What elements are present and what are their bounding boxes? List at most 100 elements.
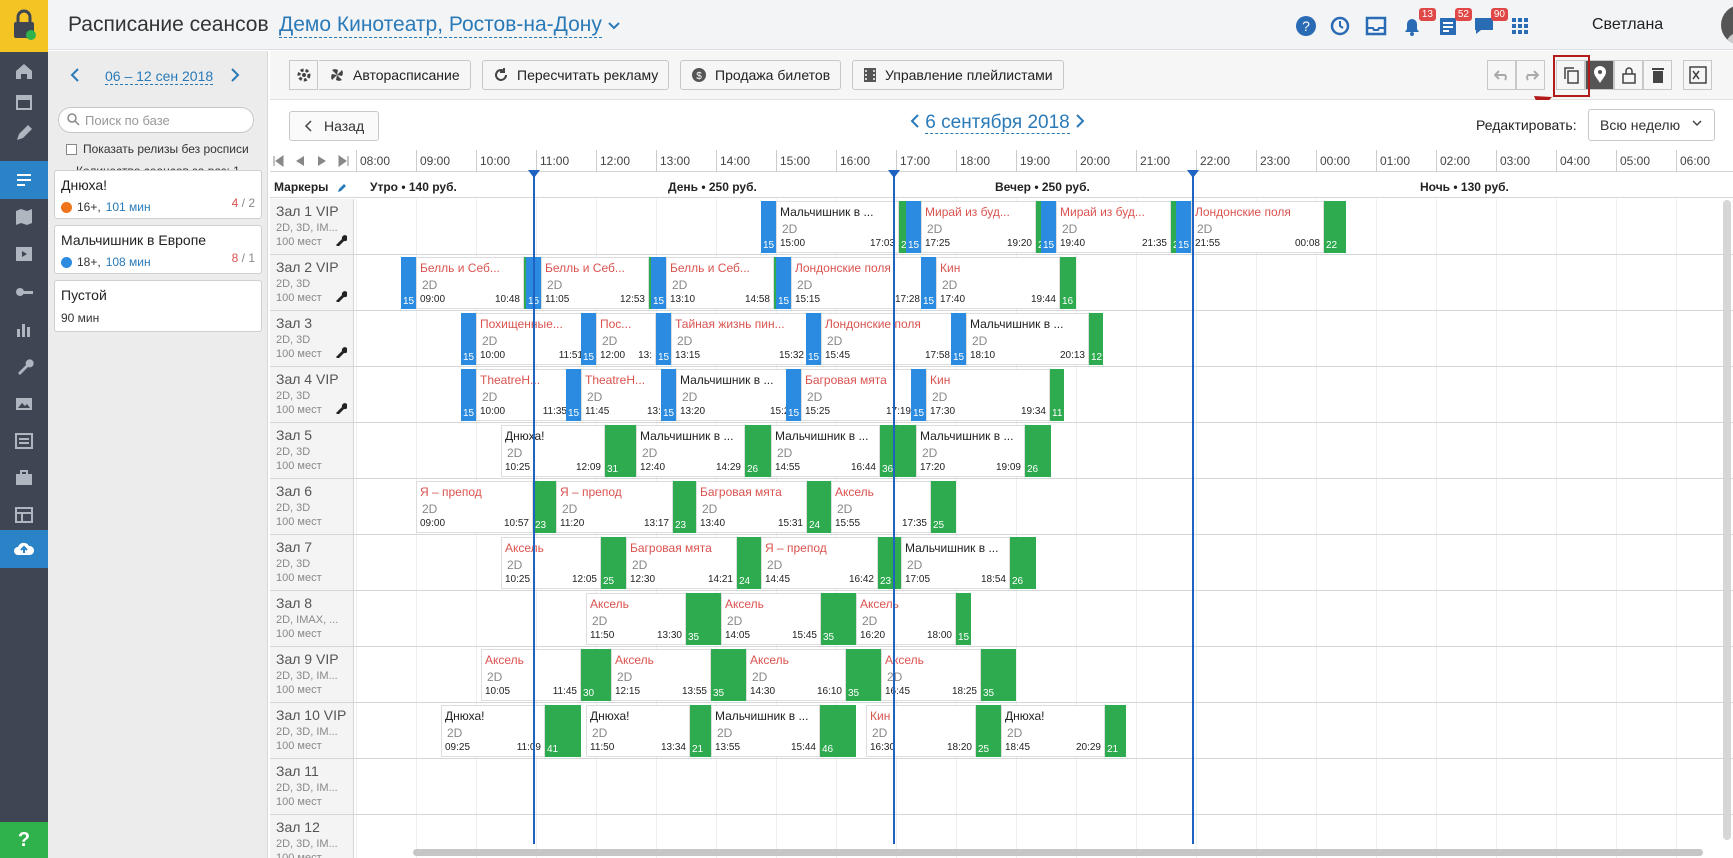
- session-block[interactable]: Аксель 2D 10:25 12:05: [501, 537, 601, 589]
- session-block[interactable]: Мальчишник в ... 2D 13:20 15:23: [676, 369, 799, 421]
- ad-block[interactable]: 15: [921, 257, 936, 309]
- list-icon[interactable]: [10, 427, 38, 455]
- checkbox[interactable]: [66, 143, 77, 155]
- ad-block[interactable]: 15: [786, 369, 801, 421]
- session-block[interactable]: Мирай из буд... 2D 17:25 19:20: [921, 201, 1036, 253]
- cleanup-block[interactable]: 41: [545, 705, 581, 757]
- ad-block[interactable]: 15: [656, 313, 671, 365]
- cleanup-block[interactable]: 26: [1010, 537, 1036, 589]
- hall-label[interactable]: Зал 10 VIP 2D, 3D, IM... 100 мест: [270, 703, 354, 759]
- ad-block[interactable]: 15: [1041, 201, 1056, 253]
- hall-label[interactable]: Зал 5 2D, 3D 100 мест: [270, 423, 354, 479]
- ad-block[interactable]: 15: [951, 313, 966, 365]
- cleanup-block[interactable]: 31: [605, 425, 636, 477]
- cleanup-block[interactable]: 30: [581, 649, 611, 701]
- session-block[interactable]: Аксель 2D 15:55 17:35: [831, 481, 931, 533]
- last-icon[interactable]: [338, 155, 350, 170]
- session-block[interactable]: Днюха! 2D 09:25 11:09: [441, 705, 545, 757]
- help-icon[interactable]: ?: [0, 822, 48, 858]
- apps-grid-icon[interactable]: [1508, 14, 1532, 38]
- cleanup-block[interactable]: 23: [878, 537, 901, 589]
- session-block[interactable]: TheatreH... 2D 10:00 11:35: [476, 369, 571, 421]
- hall-label[interactable]: Зал 7 2D, 3D 100 мест: [270, 535, 354, 591]
- ad-block[interactable]: 15: [806, 313, 821, 365]
- lock-logo-icon[interactable]: [0, 0, 48, 52]
- cleanup-block[interactable]: 25: [976, 705, 1001, 757]
- session-block[interactable]: Мальчишник в ... 2D 17:20 19:09: [916, 425, 1025, 477]
- session-block[interactable]: Днюха! 2D 18:45 20:29: [1001, 705, 1105, 757]
- cleanup-block[interactable]: 35: [686, 593, 721, 645]
- session-block[interactable]: Я – препод 2D 09:00 10:57: [416, 481, 533, 533]
- session-block[interactable]: Аксель 2D 14:30 16:10: [746, 649, 846, 701]
- edit-scope-select[interactable]: Всю неделю: [1588, 109, 1715, 141]
- session-block[interactable]: Багровая мята 2D 13:40 15:31: [696, 481, 807, 533]
- user-name[interactable]: Светлана: [1592, 16, 1664, 33]
- cleanup-block[interactable]: 16: [1060, 257, 1076, 309]
- cleanup-block[interactable]: 35: [821, 593, 856, 645]
- cleanup-block[interactable]: 21: [690, 705, 711, 757]
- ad-block[interactable]: 15: [761, 201, 776, 253]
- session-block[interactable]: Кин 2D 16:30 18:20: [866, 705, 976, 757]
- session-block[interactable]: Мальчишник в ... 2D 17:05 18:54: [901, 537, 1010, 589]
- session-block[interactable]: Аксель 2D 14:05 15:45: [721, 593, 821, 645]
- session-block[interactable]: Мальчишник в ... 2D 13:55 15:44: [711, 705, 820, 757]
- ad-block[interactable]: 15: [1176, 201, 1191, 253]
- ticket-sales-button[interactable]: $ Продажа билетов: [680, 60, 842, 90]
- ad-block[interactable]: 15: [906, 201, 921, 253]
- vertical-scrollbar[interactable]: [1723, 200, 1731, 840]
- next-icon[interactable]: [316, 155, 328, 170]
- session-block[interactable]: Мальчишник в ... 2D 18:10 20:13: [966, 313, 1089, 365]
- settings-button[interactable]: [289, 60, 318, 90]
- cleanup-block[interactable]: 23: [533, 481, 556, 533]
- hall-label[interactable]: Зал 11 2D, 3D, IM... 100 мест: [270, 759, 354, 815]
- session-block[interactable]: Я – препод 2D 14:45 16:42: [761, 537, 878, 589]
- session-block[interactable]: Аксель 2D 16:45 18:25: [881, 649, 981, 701]
- session-block[interactable]: Мальчишник в ... 2D 15:00 17:03: [776, 201, 899, 253]
- cleanup-block[interactable]: 35: [981, 649, 1016, 701]
- session-block[interactable]: Кин 2D 17:40 19:44: [936, 257, 1060, 309]
- film-card[interactable]: Днюха! 16+, 101 мин 4 / 2: [54, 170, 262, 219]
- session-block[interactable]: Мальчишник в ... 2D 14:55 16:44: [771, 425, 880, 477]
- hall-label[interactable]: Зал 6 2D, 3D 100 мест: [270, 479, 354, 535]
- wrench-icon[interactable]: [335, 289, 348, 307]
- cinema-selector[interactable]: Демо Кинотеатр, Ростов-на-Дону: [279, 13, 602, 38]
- week-range[interactable]: 06 – 12 сен 2018: [105, 68, 214, 85]
- cleanup-block[interactable]: 21: [1105, 705, 1126, 757]
- messages-icon[interactable]: 90: [1472, 8, 1508, 38]
- wrench-icon[interactable]: [335, 401, 348, 419]
- back-button[interactable]: Назад: [289, 111, 380, 141]
- session-block[interactable]: TheatreH... 2D 11:45 13:20: [581, 369, 676, 421]
- date-prev-icon[interactable]: [910, 112, 920, 133]
- ad-block[interactable]: 15: [566, 369, 581, 421]
- tasks-icon[interactable]: 52: [1436, 8, 1472, 38]
- ad-block[interactable]: 15: [911, 369, 926, 421]
- avatar[interactable]: [1721, 5, 1733, 45]
- session-block[interactable]: Тайная жизнь пин... 2D 13:15 15:32: [671, 313, 808, 365]
- table-icon[interactable]: [10, 501, 38, 529]
- search-input[interactable]: Поиск по базе: [58, 107, 254, 133]
- film-card[interactable]: Пустой 90 мин: [54, 280, 262, 332]
- calendar-icon[interactable]: [10, 88, 38, 116]
- cleanup-block[interactable]: 23: [673, 481, 696, 533]
- cleanup-block[interactable]: 35: [711, 649, 746, 701]
- lock-button[interactable]: [1614, 60, 1643, 90]
- current-date[interactable]: 6 сентября 2018: [925, 112, 1070, 134]
- home-icon[interactable]: [10, 57, 38, 85]
- autoschedule-button[interactable]: Авторасписание: [319, 60, 471, 90]
- images-icon[interactable]: [10, 390, 38, 418]
- session-block[interactable]: Аксель 2D 11:50 13:30: [586, 593, 686, 645]
- session-block[interactable]: Белль и Себ... 2D 13:10 14:58: [666, 257, 774, 309]
- session-block[interactable]: Днюха! 2D 11:50 13:34: [586, 705, 690, 757]
- ad-block[interactable]: 15: [461, 369, 476, 421]
- ad-block[interactable]: 15: [661, 369, 676, 421]
- session-block[interactable]: Днюха! 2D 10:25 12:09: [501, 425, 605, 477]
- cleanup-block[interactable]: 11: [1050, 369, 1064, 421]
- cinema-chevron-icon[interactable]: [608, 18, 620, 36]
- cloud-upload-icon[interactable]: [0, 530, 48, 568]
- cleanup-block[interactable]: 15: [956, 593, 971, 645]
- map-icon[interactable]: [10, 203, 38, 231]
- bell-icon[interactable]: 13: [1400, 8, 1436, 38]
- inbox-icon[interactable]: [1364, 14, 1388, 38]
- ad-block[interactable]: 15: [776, 257, 791, 309]
- play-icon[interactable]: [10, 240, 38, 268]
